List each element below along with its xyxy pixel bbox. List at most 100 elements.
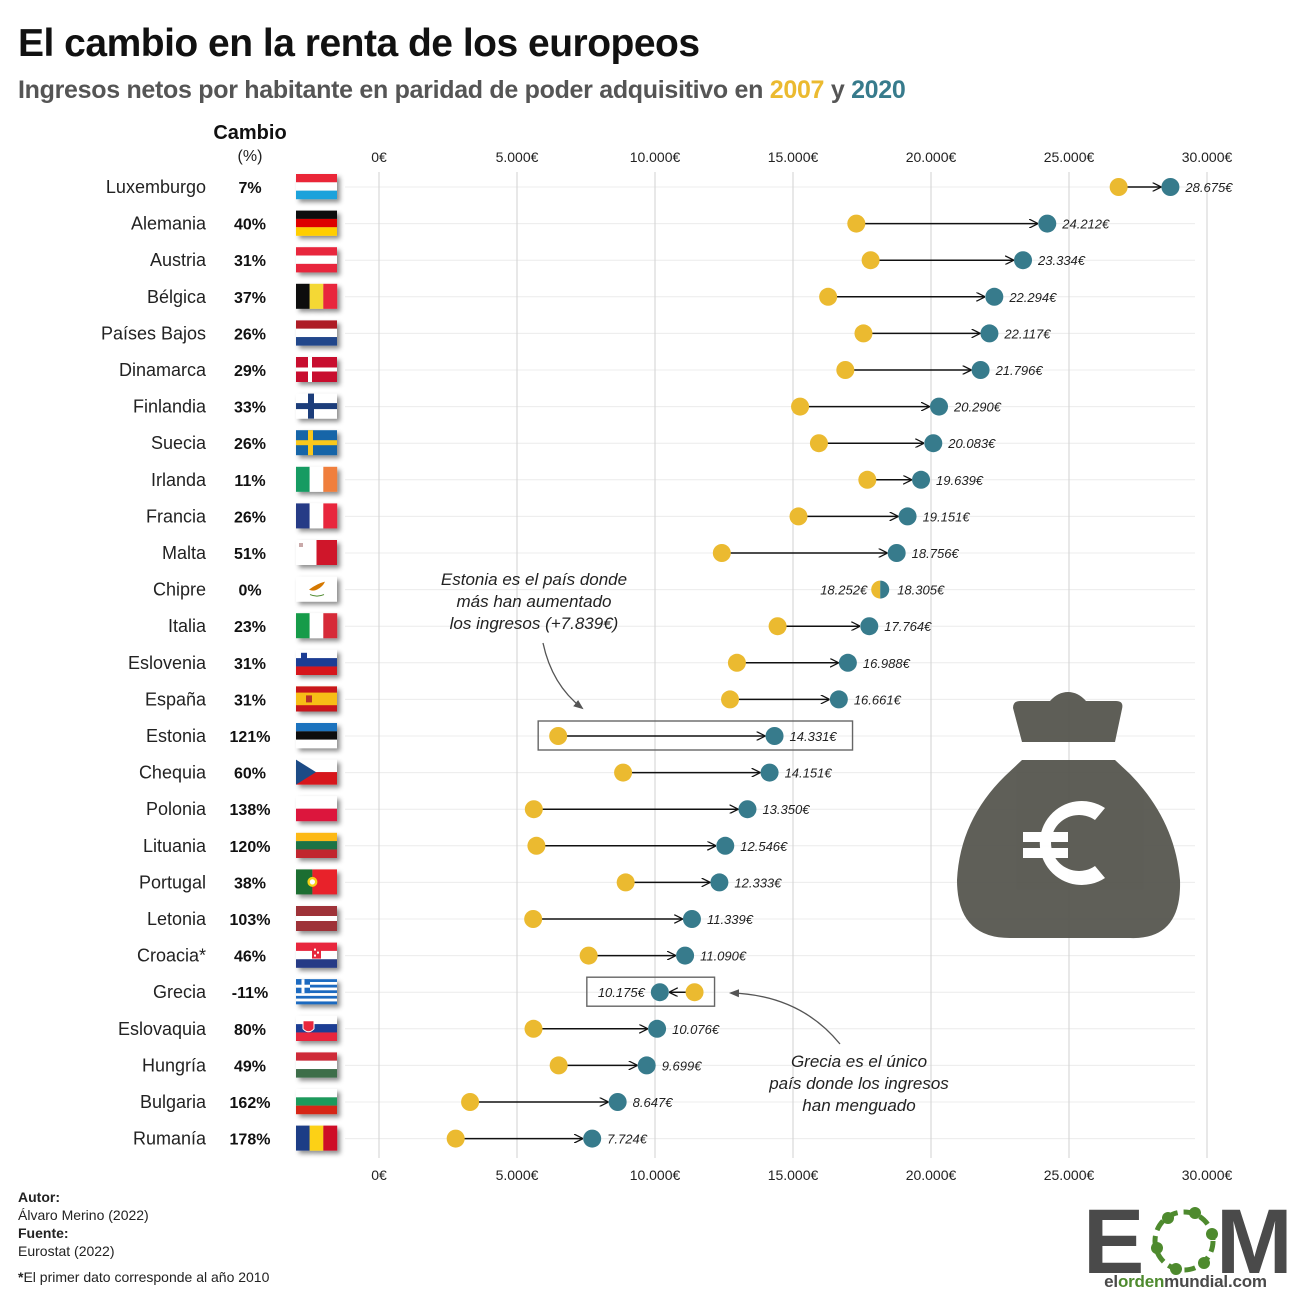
dot-2020 [924, 434, 943, 453]
source-name: Eurostat (2022) [18, 1243, 115, 1259]
dot-2007 [527, 836, 546, 855]
money-bag-euro-icon [957, 692, 1181, 939]
value-label-2007: 18.252€ [820, 583, 868, 598]
flag-be-icon [296, 283, 338, 309]
annotations: Estonia es el país donde más han aumentad… [441, 570, 949, 1115]
change-percent: 60% [234, 766, 266, 783]
country-label: Rumanía [133, 1129, 207, 1149]
change-percent: 40% [234, 217, 266, 234]
change-percent: 80% [234, 1022, 266, 1039]
country-label: Irlanda [151, 470, 207, 490]
dot-2020 [716, 836, 735, 855]
dot-2007 [809, 434, 828, 453]
flag-hu-icon [296, 1052, 337, 1078]
row-bg: Bulgaria 162% 8.647€ [140, 1089, 674, 1115]
dot-2020 [971, 361, 990, 379]
value-label-2020: 11.339€ [707, 912, 754, 927]
flag-si-icon [296, 649, 337, 675]
eom-logo: E M [1083, 1196, 1288, 1286]
row-ie: Irlanda 11% 19.639€ [151, 466, 984, 492]
annotation-arrow [729, 989, 841, 1045]
row-dk: Dinamarca 29% 21.796€ [119, 357, 1043, 382]
flag-hr-icon [296, 942, 337, 968]
change-percent: 29% [234, 363, 266, 380]
value-label-2020: 16.661€ [854, 692, 902, 707]
change-percent: 26% [234, 436, 266, 453]
footnote-text: El primer dato corresponde al año 2010 [23, 1269, 270, 1285]
flag-ie-icon [296, 466, 338, 492]
footnote: *El primer dato corresponde al año 2010 [18, 1268, 269, 1286]
logo-url: elordenmundial.com [1083, 1272, 1288, 1292]
value-label-2020: 10.175€ [598, 985, 646, 1000]
legend-year-2007: 2007 [769, 76, 825, 104]
annotation-text: los ingresos (+7.839€) [450, 614, 619, 633]
value-label-2020: 19.639€ [936, 473, 984, 488]
row-cz: Chequia 60% 14.151€ [139, 759, 832, 785]
row-pl: Polonia 138% 13.350€ [146, 796, 810, 822]
change-percent: 120% [230, 839, 271, 856]
dot-2007 [446, 1129, 465, 1148]
dot-2020 [583, 1129, 602, 1148]
value-label-2020: 18.756€ [912, 546, 960, 561]
value-label-2020: 20.083€ [947, 436, 996, 451]
value-label-2020: 23.334€ [1037, 253, 1086, 268]
change-percent: 26% [234, 326, 266, 343]
dot-2020 [880, 580, 890, 599]
row-mt: Malta 51% 18.756€ [162, 540, 959, 565]
row-lu: Luxemburgo 7% 28.675€ [106, 174, 1233, 200]
value-label-2020: 8.647€ [633, 1095, 674, 1110]
dot-2007 [614, 763, 633, 782]
dot-2020 [838, 653, 857, 672]
value-label-2020: 13.350€ [762, 802, 810, 817]
dot-2007 [847, 214, 866, 233]
flag-nl-icon [296, 320, 337, 346]
country-label: Chequia [139, 763, 207, 783]
x-tick-label-bottom: 20.000€ [906, 1167, 957, 1183]
x-tick-label-top: 30.000€ [1182, 149, 1233, 165]
dot-2007 [819, 287, 838, 306]
flag-de-icon [296, 210, 337, 236]
flag-mt-icon [296, 540, 337, 565]
annotation-text: más han aumentado [457, 592, 612, 611]
change-percent: 162% [230, 1095, 271, 1112]
value-label-2020: 16.988€ [863, 656, 911, 671]
country-label: Finlandia [133, 397, 207, 417]
x-tick-label-bottom: 30.000€ [1182, 1167, 1233, 1183]
dot-2020 [1038, 214, 1057, 233]
dot-2007 [791, 397, 810, 416]
highlight-box [537, 720, 854, 751]
country-label: Bulgaria [140, 1092, 207, 1112]
country-label: Francia [146, 506, 207, 526]
value-label-2020: 7.724€ [607, 1132, 648, 1147]
change-percent: -11% [232, 985, 268, 1002]
dot-2020 [682, 910, 701, 928]
row-nl: Países Bajos 26% 22.117€ [101, 320, 1051, 346]
change-percent: 31% [234, 656, 266, 673]
author-name: Álvaro Merino (2022) [18, 1207, 149, 1223]
row-de: Alemania 40% 24.212€ [131, 210, 1110, 236]
change-percent: 121% [230, 729, 271, 746]
value-label-2020: 22.294€ [1008, 290, 1057, 305]
flag-at-icon [296, 247, 337, 273]
country-label: Portugal [139, 872, 206, 892]
subtitle-join: y [824, 76, 852, 104]
flag-lt-icon [296, 832, 337, 858]
dot-2007 [461, 1093, 480, 1111]
country-label: Letonia [147, 909, 207, 929]
country-label: Grecia [153, 982, 207, 1002]
country-label: Malta [162, 543, 207, 563]
country-label: Croacia* [137, 946, 206, 966]
change-percent: 33% [234, 400, 266, 417]
change-percent: 38% [234, 875, 266, 892]
dot-2007 [871, 580, 881, 599]
flag-lv-icon [296, 906, 337, 931]
value-label-2020: 14.331€ [790, 729, 838, 744]
country-label: Chipre [153, 580, 206, 600]
flag-cy-icon [296, 576, 337, 602]
country-label: Luxemburgo [106, 177, 206, 197]
row-cy: Chipre 0% 18.252€ 18.305€ [153, 576, 945, 602]
dot-2020 [898, 507, 917, 526]
subtitle-text: Ingresos netos por habitante en paridad … [18, 76, 770, 104]
flag-bg-icon [296, 1089, 337, 1115]
